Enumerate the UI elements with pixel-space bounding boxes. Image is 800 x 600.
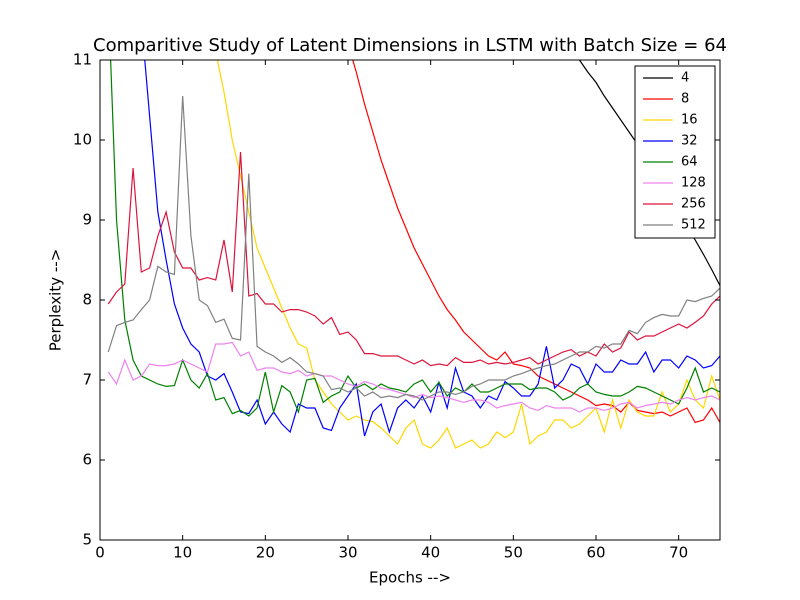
series-line [216,60,720,449]
y-tick-label: 9 [82,211,92,229]
x-tick-label: 70 [669,544,688,562]
legend-label: 64 [681,155,698,170]
series-line [107,151,720,367]
y-tick-label: 10 [73,131,92,149]
series-line [578,60,720,286]
x-tick-label: 20 [256,544,275,562]
legend-label: 16 [681,113,698,128]
y-axis-label: Perplexity --> [47,249,65,352]
series-line [107,95,720,401]
x-tick-label: 10 [173,544,192,562]
legend-label: 256 [681,197,706,212]
legend-label: 32 [681,134,698,149]
chart-title: Comparitive Study of Latent Dimensions i… [93,35,727,56]
x-tick-label: 50 [504,544,523,562]
legend-label: 512 [681,218,706,233]
y-tick-label: 11 [73,51,92,69]
x-tick-label: 30 [338,544,357,562]
series-line [352,60,720,424]
x-axis-label: Epochs --> [369,569,451,587]
y-tick-label: 6 [82,451,92,469]
plot-lines [107,60,720,449]
series-line [144,60,720,437]
series-line [107,341,720,413]
legend-label: 8 [681,92,689,107]
x-tick-label: 60 [586,544,605,562]
x-tick-label: 40 [421,544,440,562]
y-tick-label: 8 [82,291,92,309]
series-line [110,60,720,417]
legend-label: 4 [681,71,689,86]
y-tick-label: 7 [82,371,92,389]
legend-label: 128 [681,176,706,191]
y-tick-label: 5 [82,531,92,549]
legend-box [634,65,716,239]
x-tick-label: 0 [95,544,105,562]
